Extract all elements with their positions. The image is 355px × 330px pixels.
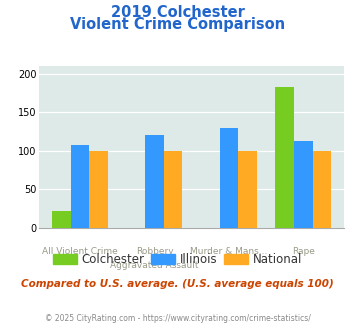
Bar — [238, 151, 257, 228]
Bar — [52, 211, 71, 228]
Text: © 2025 CityRating.com - https://www.cityrating.com/crime-statistics/: © 2025 CityRating.com - https://www.city… — [45, 314, 310, 323]
Text: 2019 Colchester: 2019 Colchester — [110, 5, 245, 20]
Bar — [313, 151, 331, 228]
Text: All Violent Crime: All Violent Crime — [42, 247, 118, 256]
Bar — [71, 145, 89, 228]
Bar — [164, 151, 182, 228]
Bar — [89, 151, 108, 228]
Text: Aggravated Assault: Aggravated Assault — [110, 261, 199, 270]
Bar — [145, 135, 164, 228]
Text: Murder & Mans...: Murder & Mans... — [190, 247, 268, 256]
Text: Rape: Rape — [292, 247, 315, 256]
Legend: Colchester, Illinois, National: Colchester, Illinois, National — [48, 248, 307, 271]
Bar — [220, 128, 238, 228]
Bar — [275, 87, 294, 228]
Text: Robbery: Robbery — [136, 247, 173, 256]
Text: Violent Crime Comparison: Violent Crime Comparison — [70, 16, 285, 31]
Bar — [294, 141, 313, 228]
Text: Compared to U.S. average. (U.S. average equals 100): Compared to U.S. average. (U.S. average … — [21, 279, 334, 289]
